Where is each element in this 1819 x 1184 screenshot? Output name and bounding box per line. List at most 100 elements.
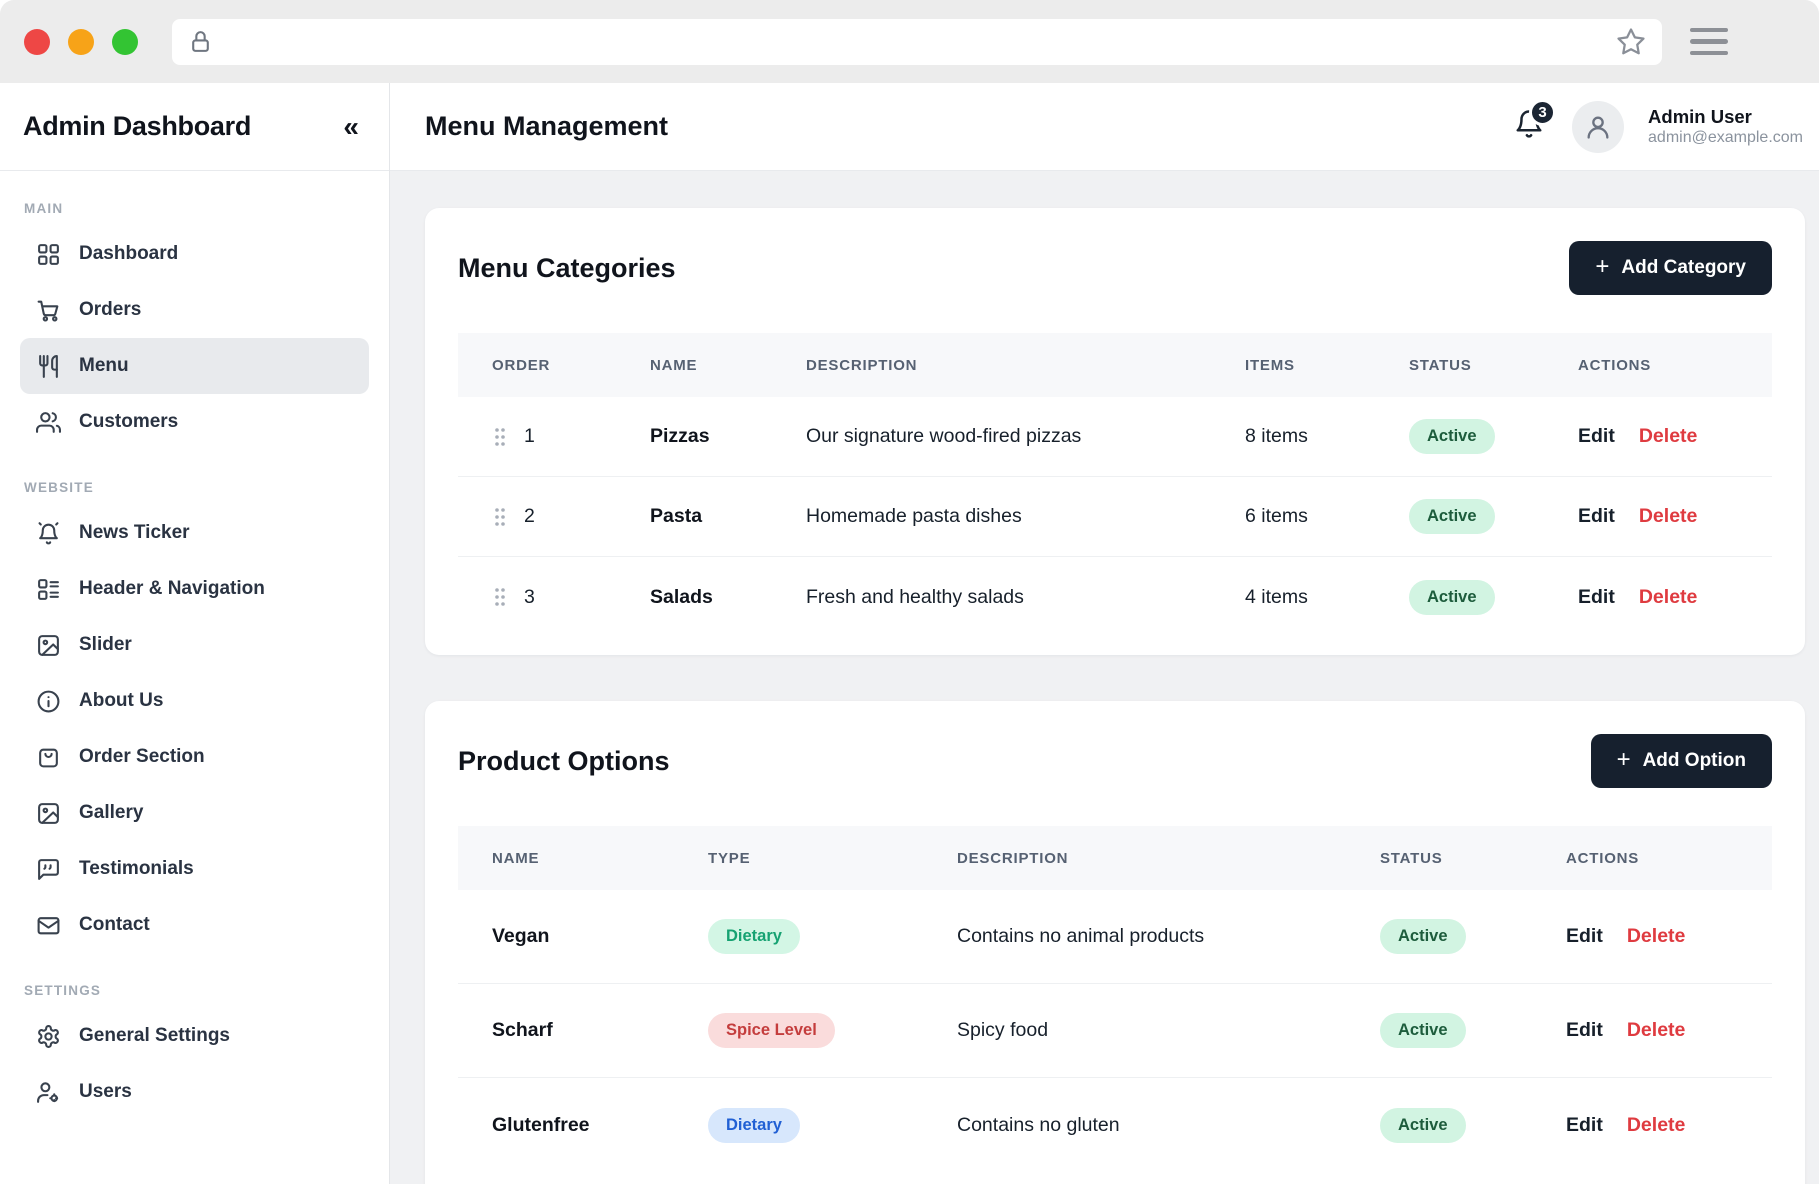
type-badge: Dietary — [708, 919, 800, 954]
option-description: Spicy food — [957, 1019, 1049, 1041]
category-name: Pasta — [650, 505, 703, 527]
product-options-table: NAME TYPE DESCRIPTION STATUS ACTIONS Veg… — [458, 826, 1772, 1172]
status-badge: Active — [1380, 1013, 1466, 1048]
status-badge: Active — [1409, 419, 1495, 454]
minimize-window-button[interactable] — [68, 28, 94, 55]
category-name: Pizzas — [650, 425, 710, 447]
nav-section-label-main: MAIN — [24, 201, 64, 216]
plus-icon: + — [1595, 253, 1610, 280]
status-badge: Active — [1409, 499, 1495, 534]
bell-ring-icon — [36, 521, 61, 546]
order-number: 3 — [524, 585, 535, 608]
dashboard-grid-icon — [36, 242, 61, 267]
browser-chrome — [0, 0, 1819, 83]
add-category-button[interactable]: + Add Category — [1569, 241, 1772, 295]
gear-icon — [36, 1024, 61, 1049]
status-badge: Active — [1380, 1107, 1466, 1143]
edit-link[interactable]: Edit — [1578, 425, 1615, 447]
nav-section-label-settings: SETTINGS — [24, 983, 102, 998]
content-area: Menu Categories + Add Category ORDER NAM… — [390, 171, 1819, 1184]
page-header: Menu Management 3 Admin User admin@examp… — [390, 83, 1819, 171]
sidebar-item-gallery[interactable]: Gallery — [20, 785, 369, 841]
address-bar[interactable] — [172, 18, 1662, 65]
delete-link[interactable]: Delete — [1626, 925, 1686, 947]
edit-link[interactable]: Edit — [1566, 1113, 1603, 1136]
image-icon — [36, 633, 61, 658]
lock-icon — [188, 29, 213, 54]
table-row: 1 Pizzas Our signature wood-fired pizzas… — [458, 397, 1772, 477]
type-badge: Spice Level — [708, 1013, 835, 1048]
delete-link[interactable]: Delete — [1626, 1113, 1686, 1136]
status-badge: Active — [1409, 579, 1495, 615]
order-number: 1 — [524, 425, 535, 447]
menu-categories-table: ORDER NAME DESCRIPTION ITEMS STATUS ACTI… — [458, 333, 1772, 637]
maximize-window-button[interactable] — [112, 28, 138, 55]
notifications-button[interactable]: 3 — [1514, 99, 1557, 144]
sidebar-nav: MAIN Dashboard Orders Menu — [0, 201, 389, 1120]
edit-link[interactable]: Edit — [1578, 505, 1615, 527]
sidebar-item-about-us[interactable]: About Us — [20, 673, 369, 729]
sidebar-collapse-button[interactable]: « — [343, 110, 359, 142]
drag-handle-icon[interactable] — [492, 586, 508, 608]
category-items-count: 4 items — [1245, 585, 1308, 608]
avatar[interactable] — [1572, 100, 1625, 153]
category-items-count: 6 items — [1245, 505, 1308, 527]
product-options-card: Product Options + Add Option NAME TYPE D… — [425, 701, 1805, 1184]
message-quote-icon — [36, 857, 61, 882]
delete-link[interactable]: Delete — [1638, 505, 1698, 527]
sidebar-item-news-ticker[interactable]: News Ticker — [20, 505, 369, 561]
sidebar-item-slider[interactable]: Slider — [20, 617, 369, 673]
delete-link[interactable]: Delete — [1638, 425, 1698, 447]
gallery-image-icon — [36, 801, 61, 826]
table-row: Glutenfree Dietary Contains no gluten Ac… — [458, 1078, 1772, 1172]
card-title-menu-categories: Menu Categories — [458, 252, 676, 283]
table-row: Scharf Spice Level Spicy food Active Edi… — [458, 984, 1772, 1078]
category-description: Homemade pasta dishes — [806, 505, 1022, 527]
bookmark-star-icon[interactable] — [1616, 27, 1646, 57]
table-header-row: ORDER NAME DESCRIPTION ITEMS STATUS ACTI… — [458, 333, 1772, 397]
utensils-icon — [36, 354, 61, 379]
category-items-count: 8 items — [1245, 425, 1308, 447]
delete-link[interactable]: Delete — [1638, 585, 1698, 608]
sidebar-item-menu[interactable]: Menu — [20, 338, 369, 394]
edit-link[interactable]: Edit — [1566, 925, 1603, 947]
table-row: 3 Salads Fresh and healthy salads 4 item… — [458, 557, 1772, 637]
user-email: admin@example.com — [1648, 129, 1803, 147]
table-header-row: NAME TYPE DESCRIPTION STATUS ACTIONS — [458, 826, 1772, 890]
mail-icon — [36, 913, 61, 938]
menu-categories-card: Menu Categories + Add Category ORDER NAM… — [425, 208, 1805, 655]
order-number: 2 — [524, 505, 535, 527]
info-icon — [36, 689, 61, 714]
nav-section-label-website: WEBSITE — [24, 480, 94, 495]
option-name: Vegan — [492, 925, 550, 947]
edit-link[interactable]: Edit — [1578, 585, 1615, 608]
sidebar-item-contact[interactable]: Contact — [20, 897, 369, 953]
sidebar-item-users[interactable]: Users — [20, 1064, 369, 1120]
close-window-button[interactable] — [24, 28, 50, 55]
sidebar-item-header-navigation[interactable]: Header & Navigation — [20, 561, 369, 617]
layout-list-icon — [36, 577, 61, 602]
shopping-bag-icon — [36, 745, 61, 770]
drag-handle-icon[interactable] — [492, 426, 508, 448]
table-row: 2 Pasta Homemade pasta dishes 6 items Ac… — [458, 477, 1772, 557]
option-name: Scharf — [492, 1019, 553, 1041]
sidebar-item-customers[interactable]: Customers — [20, 394, 369, 450]
plus-icon: + — [1616, 746, 1631, 773]
notification-count-badge: 3 — [1529, 99, 1557, 126]
type-badge: Dietary — [708, 1107, 800, 1143]
sidebar-item-testimonials[interactable]: Testimonials — [20, 841, 369, 897]
users-icon — [36, 410, 61, 435]
add-option-button[interactable]: + Add Option — [1590, 734, 1772, 788]
category-name: Salads — [650, 585, 713, 608]
browser-menu-icon[interactable] — [1690, 27, 1728, 56]
drag-handle-icon[interactable] — [492, 506, 508, 528]
status-badge: Active — [1380, 919, 1466, 954]
sidebar-item-order-section[interactable]: Order Section — [20, 729, 369, 785]
delete-link[interactable]: Delete — [1626, 1019, 1686, 1041]
sidebar-item-orders[interactable]: Orders — [20, 282, 369, 338]
category-description: Fresh and healthy salads — [806, 585, 1024, 608]
edit-link[interactable]: Edit — [1566, 1019, 1603, 1041]
sidebar-item-dashboard[interactable]: Dashboard — [20, 226, 369, 282]
option-name: Glutenfree — [492, 1113, 590, 1136]
sidebar-item-general-settings[interactable]: General Settings — [20, 1008, 369, 1064]
